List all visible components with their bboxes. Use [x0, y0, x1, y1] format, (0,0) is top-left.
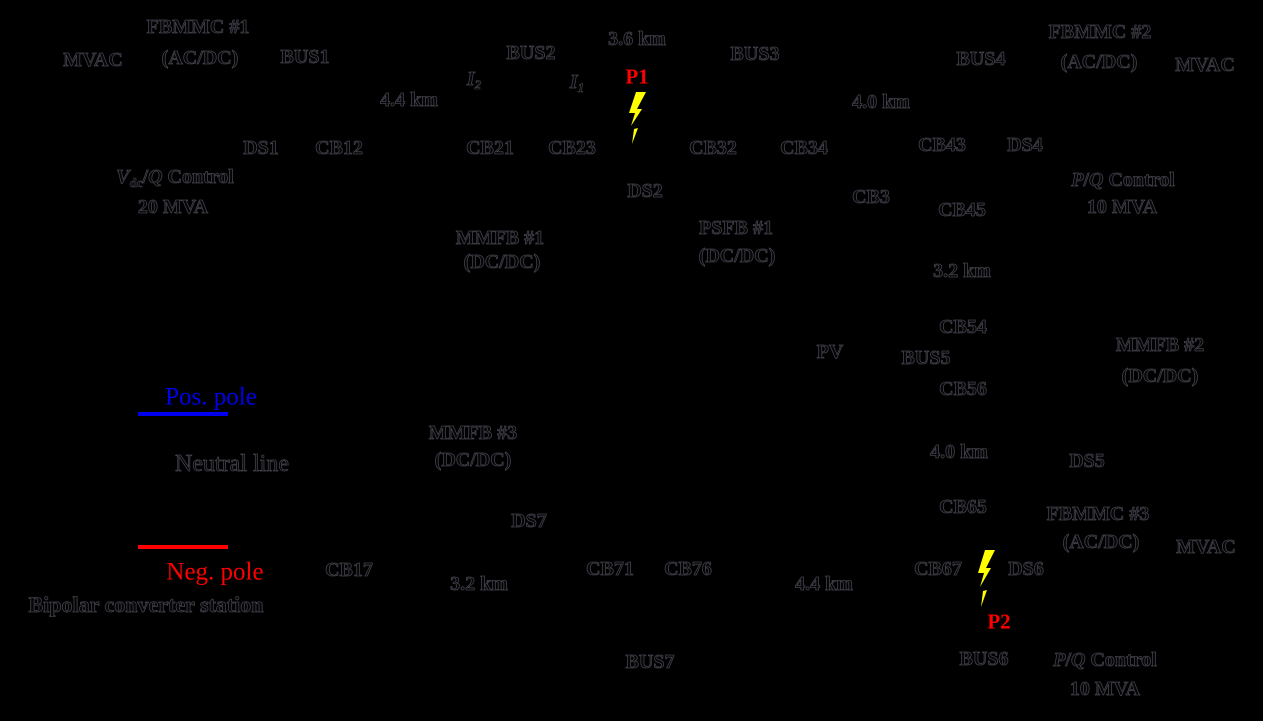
- ds4-label: DS4: [1007, 134, 1043, 156]
- pos-pole-label: Pos. pole: [165, 383, 257, 411]
- mmfb2-name-label: MMFB #2: [1115, 334, 1205, 356]
- line-length-3-6km: 3.6 km: [608, 28, 667, 50]
- mmfb3-name-label: MMFB #3: [428, 422, 518, 444]
- fault-p1-label: P1: [625, 64, 649, 89]
- pv-label: PV: [816, 341, 844, 363]
- fbmmc1-type-label: (AC/DC): [161, 47, 239, 69]
- fbmmc1-name-label: FBMMC #1: [146, 16, 250, 38]
- fbmmc1-rating-label: 20 MVA: [137, 196, 209, 218]
- bus3-label: BUS3: [730, 43, 780, 65]
- cb34-label: CB34: [780, 137, 829, 159]
- cb67-label: CB67: [914, 558, 963, 580]
- fault-p2-label: P2: [987, 609, 1011, 634]
- ds2-label: DS2: [627, 180, 663, 202]
- cb65-label: CB65: [939, 496, 988, 518]
- lightning-bolt-p2-icon: [978, 550, 995, 607]
- cb56-label: CB56: [939, 378, 988, 400]
- psfb1-type-label: (DC/DC): [698, 245, 776, 267]
- neg-pole-label: Neg. pole: [166, 558, 264, 586]
- line-length-3-2km-mid: 3.2 km: [933, 260, 992, 282]
- pq-control-label-bottom: P/Q Control: [1053, 649, 1157, 671]
- cb43-label: CB43: [918, 134, 967, 156]
- lightning-bolt-p1-icon: [629, 92, 646, 144]
- neutral-line-label: Neutral line: [175, 451, 290, 477]
- mmfb1-name-label: MMFB #1: [455, 227, 545, 249]
- fbmmc3-type-label: (AC/DC): [1062, 531, 1140, 553]
- cb45-label: CB45: [938, 199, 987, 221]
- ds7-label: DS7: [511, 510, 547, 532]
- cb23-label: CB23: [548, 137, 597, 159]
- fbmmc2-rating-label: 10 MVA: [1086, 196, 1158, 218]
- bus4-label: BUS4: [956, 48, 1006, 70]
- bus2-label: BUS2: [506, 42, 556, 64]
- mmfb3-type-label: (DC/DC): [434, 449, 512, 471]
- cb17-label: CB17: [325, 559, 374, 581]
- cb12-label: CB12: [315, 137, 364, 159]
- cb3-label: CB3: [852, 186, 891, 208]
- line-length-4-4km-top: 4.4 km: [380, 89, 439, 111]
- line-length-4-0km-low: 4.0 km: [930, 441, 989, 463]
- fbmmc1-mvac-label: MVAC: [63, 49, 123, 71]
- neg-pole-line: [138, 545, 228, 549]
- cb32-label: CB32: [689, 137, 738, 159]
- fbmmc3-rating-label: 10 MVA: [1069, 678, 1141, 700]
- cb71-label: CB71: [586, 558, 635, 580]
- current-i1-label: I1: [569, 71, 585, 95]
- cb21-label: CB21: [466, 137, 515, 159]
- psfb1-name-label: PSFB #1: [699, 217, 774, 239]
- fbmmc3-mvac-label: MVAC: [1176, 536, 1236, 558]
- bus7-label: BUS7: [625, 651, 675, 673]
- pos-pole-line: [138, 412, 228, 416]
- fbmmc3-name-label: FBMMC #3: [1046, 503, 1150, 525]
- bus1-label: BUS1: [280, 46, 330, 68]
- fbmmc2-type-label: (AC/DC): [1060, 51, 1138, 73]
- pq-control-label-top: P/Q Control: [1071, 169, 1175, 191]
- ds5-label: DS5: [1069, 450, 1105, 472]
- fbmmc2-name-label: FBMMC #2: [1048, 21, 1152, 43]
- mmfb1-type-label: (DC/DC): [463, 251, 541, 273]
- cb76-label: CB76: [664, 558, 713, 580]
- mmfb2-type-label: (DC/DC): [1121, 365, 1199, 387]
- line-length-4-4km-bottom: 4.4 km: [795, 573, 854, 595]
- ds1-label: DS1: [243, 137, 279, 159]
- vdcq-control-label: Vdc/Q Control: [116, 166, 234, 190]
- current-i2-label: I2: [466, 68, 482, 92]
- bus5-label: BUS5: [901, 347, 951, 369]
- ds6-label: DS6: [1008, 558, 1044, 580]
- fbmmc2-mvac-label: MVAC: [1175, 54, 1235, 76]
- station-caption: Bipolar converter station: [28, 592, 264, 617]
- cb54-label: CB54: [939, 316, 988, 338]
- line-length-4-0km-right: 4.0 km: [852, 91, 911, 113]
- bus6-label: BUS6: [959, 648, 1009, 670]
- line-length-3-2km-bottom: 3.2 km: [450, 573, 509, 595]
